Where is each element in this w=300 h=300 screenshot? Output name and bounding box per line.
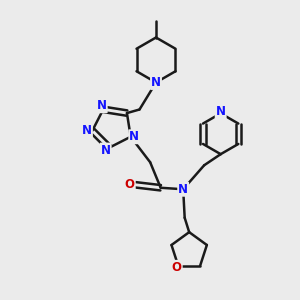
Text: N: N <box>151 76 161 89</box>
Text: O: O <box>125 178 135 191</box>
Text: O: O <box>172 261 182 274</box>
Text: N: N <box>82 124 92 137</box>
Text: N: N <box>101 143 111 157</box>
Text: N: N <box>129 130 139 143</box>
Text: N: N <box>97 99 107 112</box>
Text: N: N <box>178 183 188 196</box>
Text: N: N <box>216 105 226 119</box>
